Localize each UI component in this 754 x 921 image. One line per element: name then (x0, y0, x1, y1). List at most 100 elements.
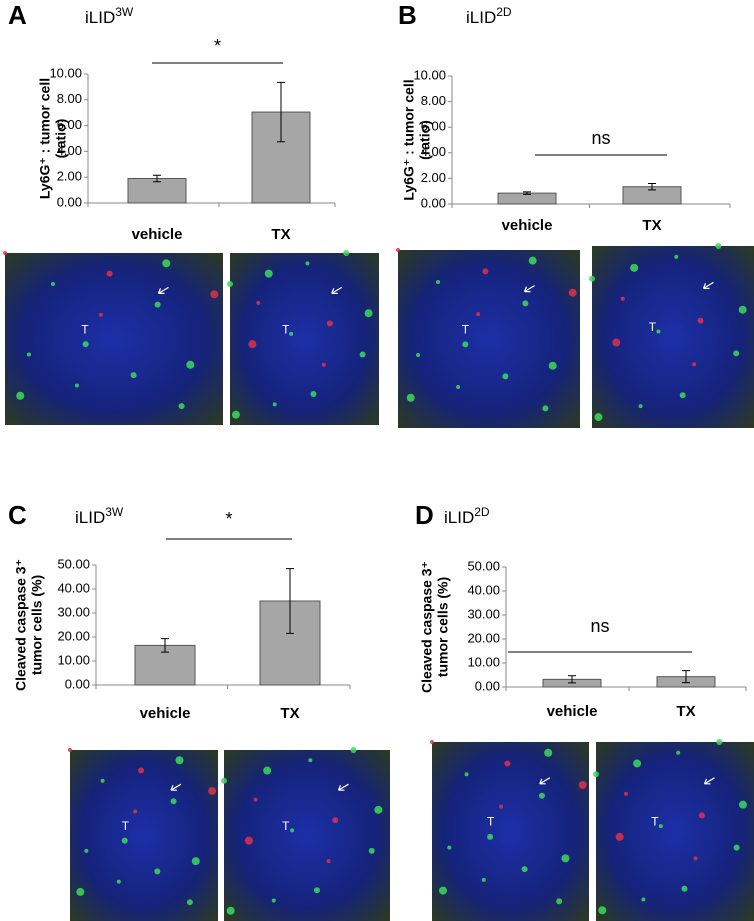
cell-spot (698, 812, 705, 819)
cell-spot (350, 747, 357, 753)
y-axis-label: Ly6G⁺ : tumor cell (37, 78, 53, 199)
cell-spot (733, 350, 740, 357)
y-tick-label: 6.00 (57, 117, 82, 132)
cell-spot (313, 887, 320, 894)
y-tick-label: 50.00 (467, 558, 500, 573)
significance-label: ns (591, 128, 610, 148)
cell-spot (50, 281, 55, 286)
micrograph-label: T (81, 323, 89, 337)
error-bar (568, 675, 576, 684)
cell-spot (326, 859, 331, 864)
error-bar (523, 191, 531, 195)
cell-spot (244, 836, 253, 845)
micrograph-label: T (282, 323, 290, 337)
cell-spot (170, 798, 177, 805)
micrograph-label: T (651, 815, 659, 829)
y-tick-label: 50.00 (57, 556, 90, 571)
y-tick-label: 30.00 (57, 604, 90, 619)
y-tick-label: 20.00 (57, 628, 90, 643)
cell-spot (481, 877, 486, 882)
cell-spot (154, 301, 161, 308)
y-tick-label: 4.00 (57, 143, 82, 158)
cell-spot (133, 809, 138, 814)
cell-spot (364, 309, 373, 318)
cell-spot (175, 756, 184, 765)
micrograph-label: T (487, 815, 495, 829)
significance-label: ns (590, 616, 609, 636)
title-sup: 3W (105, 505, 124, 519)
cell-spot (542, 405, 549, 412)
micrograph (230, 253, 379, 425)
panel-title: iLID2D (444, 505, 490, 527)
micrograph (596, 742, 754, 921)
cell-spot (82, 341, 89, 348)
cell-spot (406, 393, 415, 402)
arrow (539, 777, 551, 785)
significance-label: * (214, 36, 221, 56)
cell-spot (221, 777, 227, 784)
y-tick-label: 8.00 (421, 93, 446, 108)
error-bar (286, 568, 294, 634)
cell-spot (178, 403, 185, 410)
cell-spot (332, 817, 339, 824)
cell-spot (589, 275, 595, 282)
cell-spot (98, 312, 103, 317)
cell-spot (499, 804, 504, 809)
cell-spot (522, 300, 529, 307)
cell-spot (231, 410, 240, 419)
y-tick-label: 40.00 (57, 580, 90, 595)
panel-letter: B (398, 0, 417, 30)
micrograph (224, 750, 390, 921)
cell-spot (162, 259, 171, 268)
title-sup: 2D (474, 505, 490, 519)
cell-spot (716, 739, 723, 745)
cell-spot (568, 288, 577, 297)
cell-spot (598, 906, 607, 915)
cell-spot (456, 385, 461, 390)
y-tick-label: 4.00 (421, 144, 446, 159)
cell-spot (208, 787, 217, 796)
arrow (523, 285, 535, 293)
cell-spot (430, 740, 434, 744)
title-base: iLID (85, 8, 115, 27)
cell-spot (476, 312, 481, 317)
cell-spot (658, 824, 663, 829)
cell-spot (464, 772, 469, 777)
cell-spot (630, 263, 639, 272)
arrow (331, 286, 343, 294)
cell-spot (612, 338, 621, 347)
y-axis-label: tumor cells (%) (435, 577, 451, 677)
cell-spot (186, 360, 195, 369)
cell-spot (681, 885, 688, 892)
cell-spot (638, 404, 643, 409)
title-base: iLID (444, 508, 474, 527)
cell-spot (679, 392, 686, 399)
cell-spot (248, 340, 257, 349)
micrograph-label: T (462, 322, 470, 336)
cell-spot (84, 848, 89, 853)
y-tick-label: 10.00 (49, 65, 82, 80)
cell-spot (544, 748, 553, 757)
cell-spot (116, 879, 121, 884)
y-tick-label: 10.00 (413, 67, 446, 82)
error-bar (648, 183, 656, 191)
cell-spot (641, 897, 646, 902)
y-tick-label: 6.00 (421, 119, 446, 134)
title-base: iLID (466, 8, 496, 27)
cell-spot (487, 833, 494, 840)
cell-spot (548, 361, 557, 370)
cell-spot (482, 268, 489, 275)
cell-spot (593, 771, 599, 778)
y-axis-label: tumor cells (%) (29, 575, 45, 675)
cell-spot (447, 845, 452, 850)
cell-spot (186, 899, 193, 906)
cell-spot (715, 243, 722, 249)
panel-title: iLID3W (85, 5, 134, 27)
cell-spot (504, 760, 511, 767)
title-sup: 2D (496, 5, 512, 19)
cell-spot (121, 837, 128, 844)
cell-spot (226, 906, 235, 915)
cell-spot (326, 320, 333, 327)
y-tick-label: 0.00 (475, 678, 500, 693)
